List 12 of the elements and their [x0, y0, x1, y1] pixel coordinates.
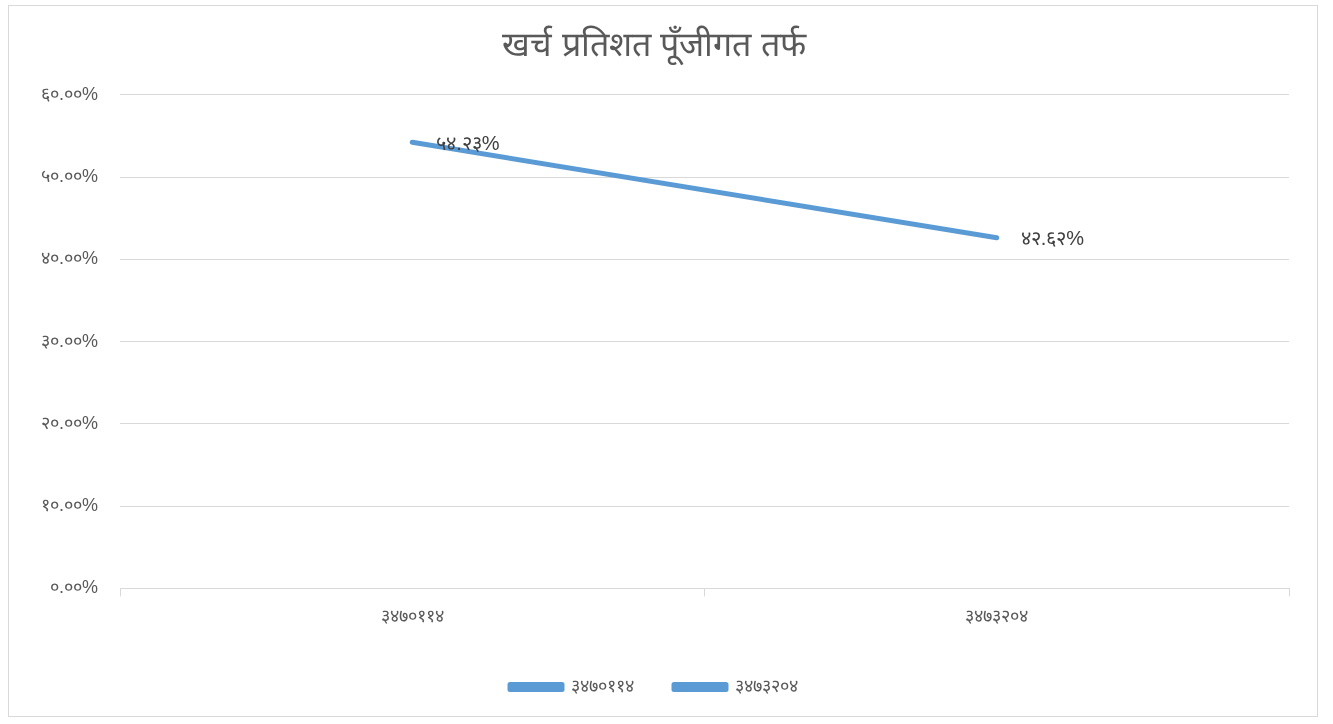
- chart-title: खर्च प्रतिशत पूँजीगत तर्फ: [502, 24, 807, 66]
- legend-label: ३४७०११४: [571, 675, 634, 696]
- y-tick-label: ६०.००%: [40, 83, 99, 104]
- data-label: ५४.२३%: [436, 131, 500, 154]
- y-tick-label: ३०.००%: [40, 330, 99, 351]
- y-tick-label: १०.००%: [40, 495, 99, 516]
- y-tick-label: ०.००%: [49, 577, 99, 598]
- data-label: ४२.६२%: [1020, 227, 1085, 250]
- legend-label: ३४७३२०४: [735, 675, 798, 696]
- y-tick-label: २०.००%: [40, 412, 99, 433]
- y-tick-label: ५०.००%: [40, 166, 99, 187]
- y-tick-label: ४०.००%: [40, 248, 99, 269]
